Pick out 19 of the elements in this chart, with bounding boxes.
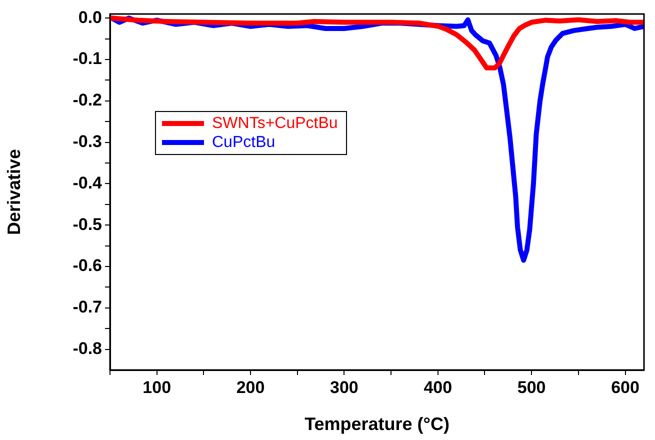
x-tick-label: 400 xyxy=(424,378,452,397)
y-tick-label: -0.8 xyxy=(72,338,102,358)
y-tick-label: -0.1 xyxy=(72,49,102,68)
y-tick-label: -0.7 xyxy=(72,298,102,317)
y-tick-label: -0.4 xyxy=(72,173,103,192)
legend-label: SWNTs+CuPctBu xyxy=(212,114,338,133)
y-tick-label: -0.6 xyxy=(72,256,102,276)
x-tick-label: 600 xyxy=(611,378,640,397)
x-tick-label: 500 xyxy=(517,378,546,397)
x-tick-label: 300 xyxy=(330,378,358,397)
x-tick-label: 100 xyxy=(142,378,172,397)
y-axis-title: Derivative xyxy=(4,148,24,236)
legend-label: CuPctBu xyxy=(212,133,276,152)
y-tick-label: -0.5 xyxy=(72,214,102,234)
y-tick-label: -0.3 xyxy=(72,132,102,152)
x-axis-title: Temperature (°C) xyxy=(304,414,450,434)
x-tick-label: 200 xyxy=(236,378,265,397)
y-tick-label: 0.0 xyxy=(78,8,102,27)
y-tick-label: -0.2 xyxy=(72,90,102,110)
